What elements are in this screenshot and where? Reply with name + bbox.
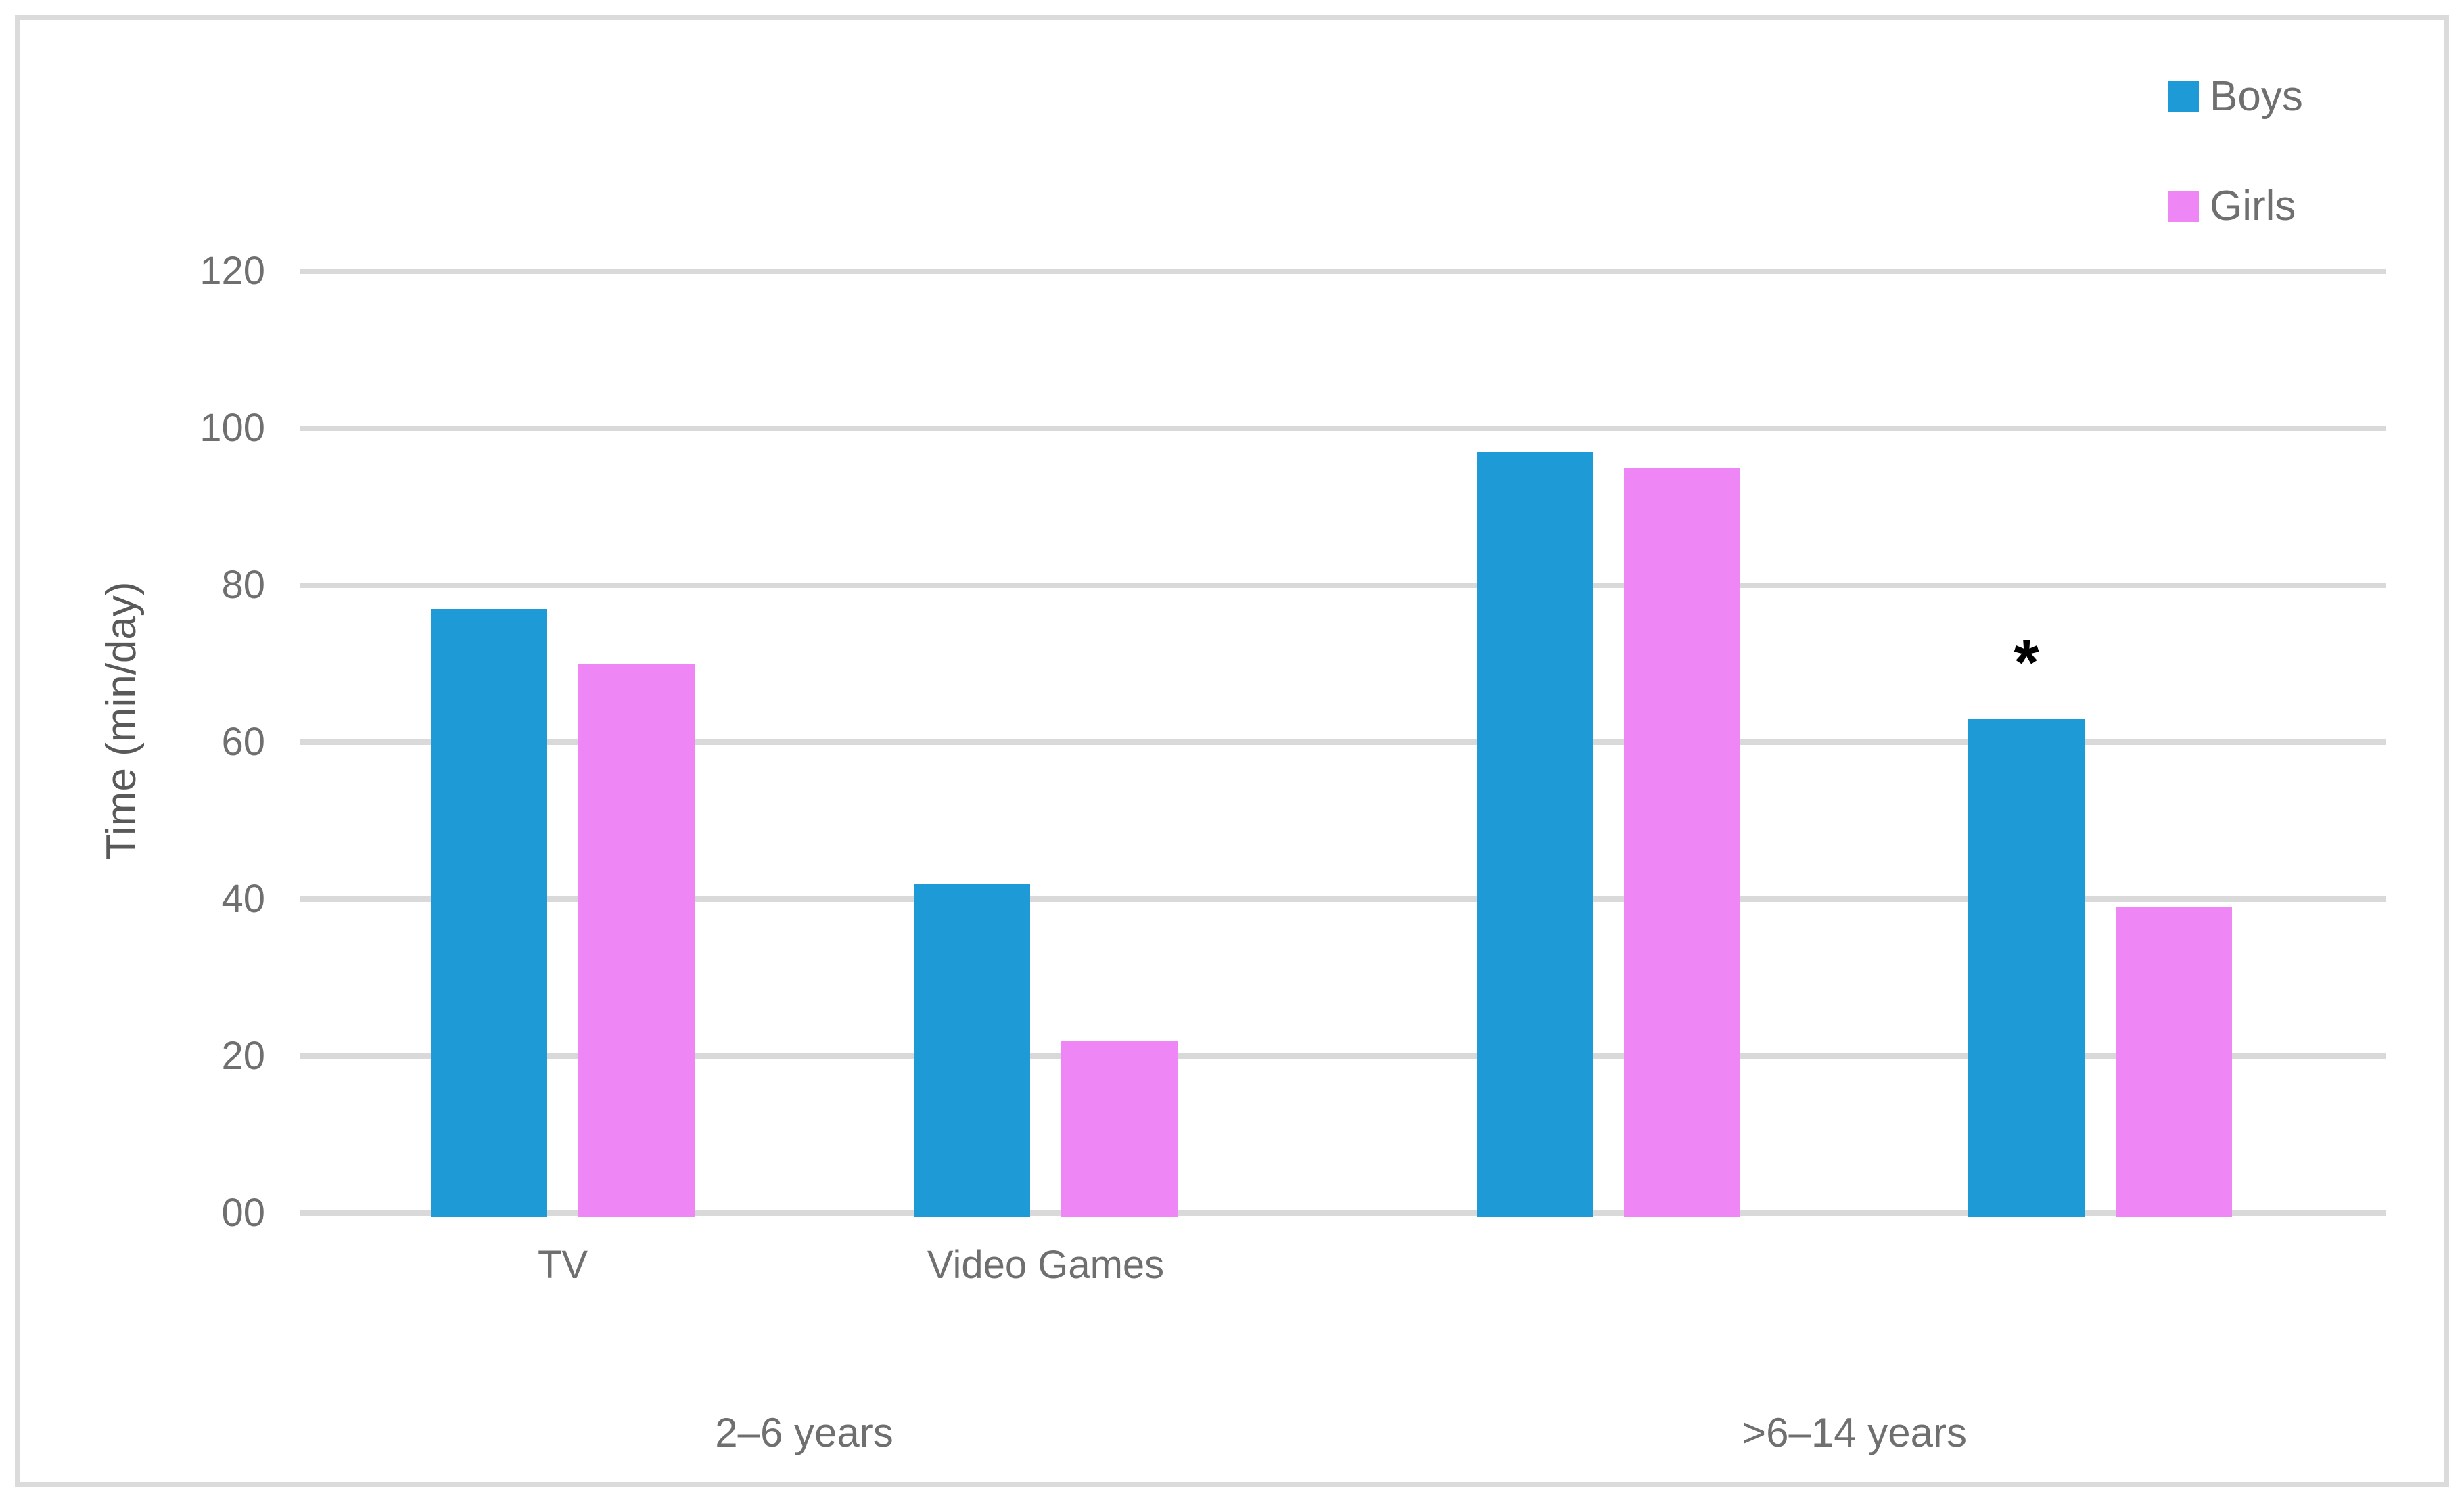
gridline-100 bbox=[300, 426, 2386, 431]
y-tick-label-120: 120 bbox=[200, 249, 265, 293]
gridline-40 bbox=[300, 896, 2386, 902]
group-label-6-14-years: >6–14 years bbox=[1742, 1410, 1967, 1455]
legend-item-girls: Girls bbox=[2168, 183, 2303, 230]
y-tick-label-20: 20 bbox=[221, 1034, 265, 1078]
significance-asterisk: * bbox=[2014, 627, 2039, 699]
legend-item-boys: Boys bbox=[2168, 73, 2303, 120]
y-tick-label-80: 80 bbox=[221, 563, 265, 607]
legend-label-girls: Girls bbox=[2210, 183, 2296, 229]
bar-girls-category-1 bbox=[1061, 1040, 1178, 1217]
gridline-60 bbox=[300, 739, 2386, 745]
legend-label-boys: Boys bbox=[2210, 73, 2303, 120]
legend-swatch-girls-icon bbox=[2168, 191, 2199, 222]
bar-boys-category-1 bbox=[914, 883, 1030, 1217]
y-tick-label-100: 100 bbox=[200, 406, 265, 450]
category-label-0: TV bbox=[537, 1243, 588, 1287]
gridline-120 bbox=[300, 269, 2386, 274]
legend-swatch-boys-icon bbox=[2168, 81, 2199, 112]
bar-girls-category-2 bbox=[1624, 468, 1740, 1217]
bar-boys-category-3 bbox=[1968, 719, 2085, 1217]
y-tick-label-00: 00 bbox=[221, 1191, 265, 1235]
y-tick-label-60: 60 bbox=[221, 720, 265, 764]
legend: Boys Girls bbox=[2168, 73, 2303, 230]
bar-boys-category-0 bbox=[431, 608, 547, 1217]
chart-frame-border bbox=[15, 15, 2449, 1487]
bar-girls-category-3 bbox=[2116, 907, 2232, 1217]
bar-boys-category-2 bbox=[1477, 451, 1593, 1217]
y-tick-label-40: 40 bbox=[221, 877, 265, 921]
category-label-1: Video Games bbox=[927, 1243, 1165, 1287]
group-label-2-6-years: 2–6 years bbox=[715, 1410, 893, 1455]
gridline-20 bbox=[300, 1053, 2386, 1059]
bar-girls-category-0 bbox=[578, 664, 695, 1217]
gridline-80 bbox=[300, 583, 2386, 588]
x-axis-baseline bbox=[300, 1210, 2386, 1216]
